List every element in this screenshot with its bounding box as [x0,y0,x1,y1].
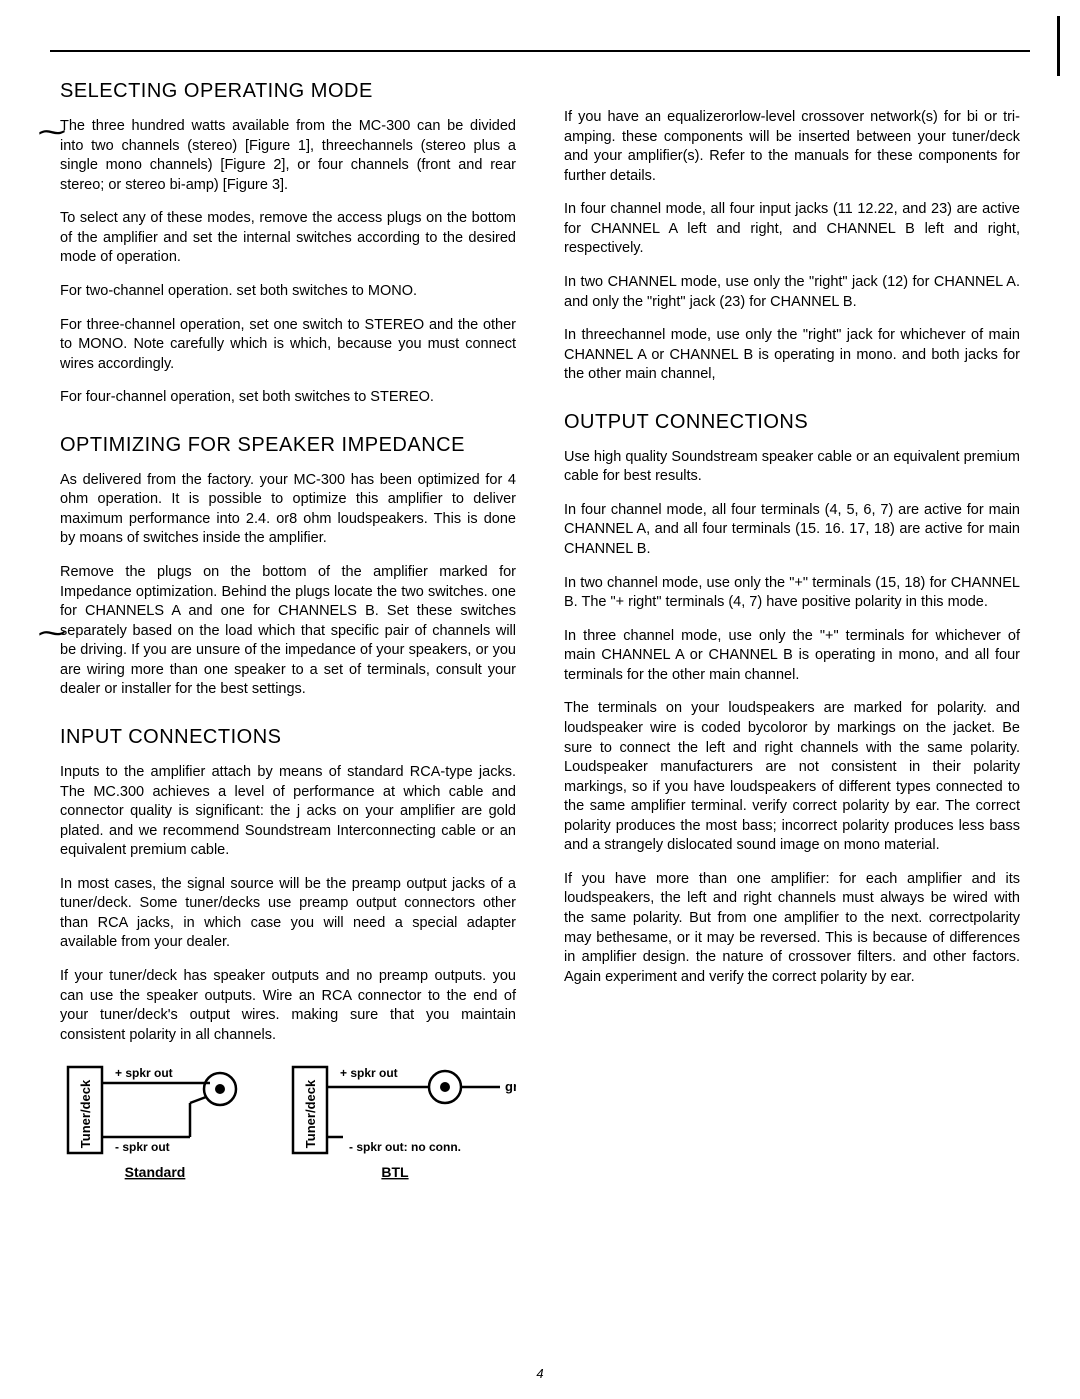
para: The three hundred watts available from t… [60,117,516,195]
para: In threechannel mode, use only the "righ… [564,326,1020,385]
no-conn-label: - spkr out: no conn. [349,1140,461,1154]
para: Use high quality Soundstream speaker cab… [564,448,1020,487]
para: In two channel mode, use only the "+" te… [564,574,1020,613]
para: If you have more than one amplifier: for… [564,870,1020,987]
standard-caption: Standard [125,1164,186,1180]
para: For three-channel operation, set one swi… [60,316,516,375]
wiring-diagram: Tuner/deck + spkr out - spkr out Standar… [60,1059,516,1189]
para: If your tuner/deck has speaker outputs a… [60,967,516,1045]
grd-label: grd [505,1079,516,1094]
left-column: SELECTING OPERATING MODE ⁓ The three hun… [60,72,516,1189]
para: In four channel mode, all four terminals… [564,501,1020,560]
heading-optimizing: OPTIMIZING FOR SPEAKER IMPEDANCE [60,434,516,457]
btl-diagram: Tuner/deck + spkr out grd - spkr out: no… [285,1059,516,1189]
para: In most cases, the signal source will be… [60,875,516,953]
corner-rule [1057,16,1060,76]
heading-input-connections: INPUT CONNECTIONS [60,726,516,749]
para: The terminals on your loudspeakers are m… [564,699,1020,856]
spkr-plus-label: + spkr out [115,1066,173,1080]
right-column: If you have an equalizerorlow-level cros… [564,72,1020,1189]
spkr-minus-label: - spkr out [115,1140,170,1154]
top-rule [50,50,1030,52]
btl-caption: BTL [382,1164,410,1180]
para: As delivered from the factory. your MC-3… [60,471,516,549]
para: In two CHANNEL mode, use only the "right… [564,273,1020,312]
heading-selecting-mode: SELECTING OPERATING MODE [60,80,516,103]
tuner-label: Tuner/deck [303,1079,318,1148]
para: For four-channel operation, set both swi… [60,388,516,408]
spkr-plus-label: + spkr out [340,1066,398,1080]
standard-diagram: Tuner/deck + spkr out - spkr out Standar… [60,1059,255,1189]
para: If you have an equalizerorlow-level cros… [564,108,1020,186]
heading-output-connections: OUTPUT CONNECTIONS [564,411,1020,434]
tuner-label: Tuner/deck [78,1079,93,1148]
para: Inputs to the amplifier attach by means … [60,763,516,861]
para: To select any of these modes, remove the… [60,209,516,268]
main-columns: SELECTING OPERATING MODE ⁓ The three hun… [60,72,1020,1189]
para: For two-channel operation. set both swit… [60,282,516,302]
para: In three channel mode, use only the "+" … [564,627,1020,686]
para: Remove the plugs on the bottom of the am… [60,563,516,700]
para: In four channel mode, all four input jac… [564,200,1020,259]
page-number: 4 [536,1366,543,1381]
